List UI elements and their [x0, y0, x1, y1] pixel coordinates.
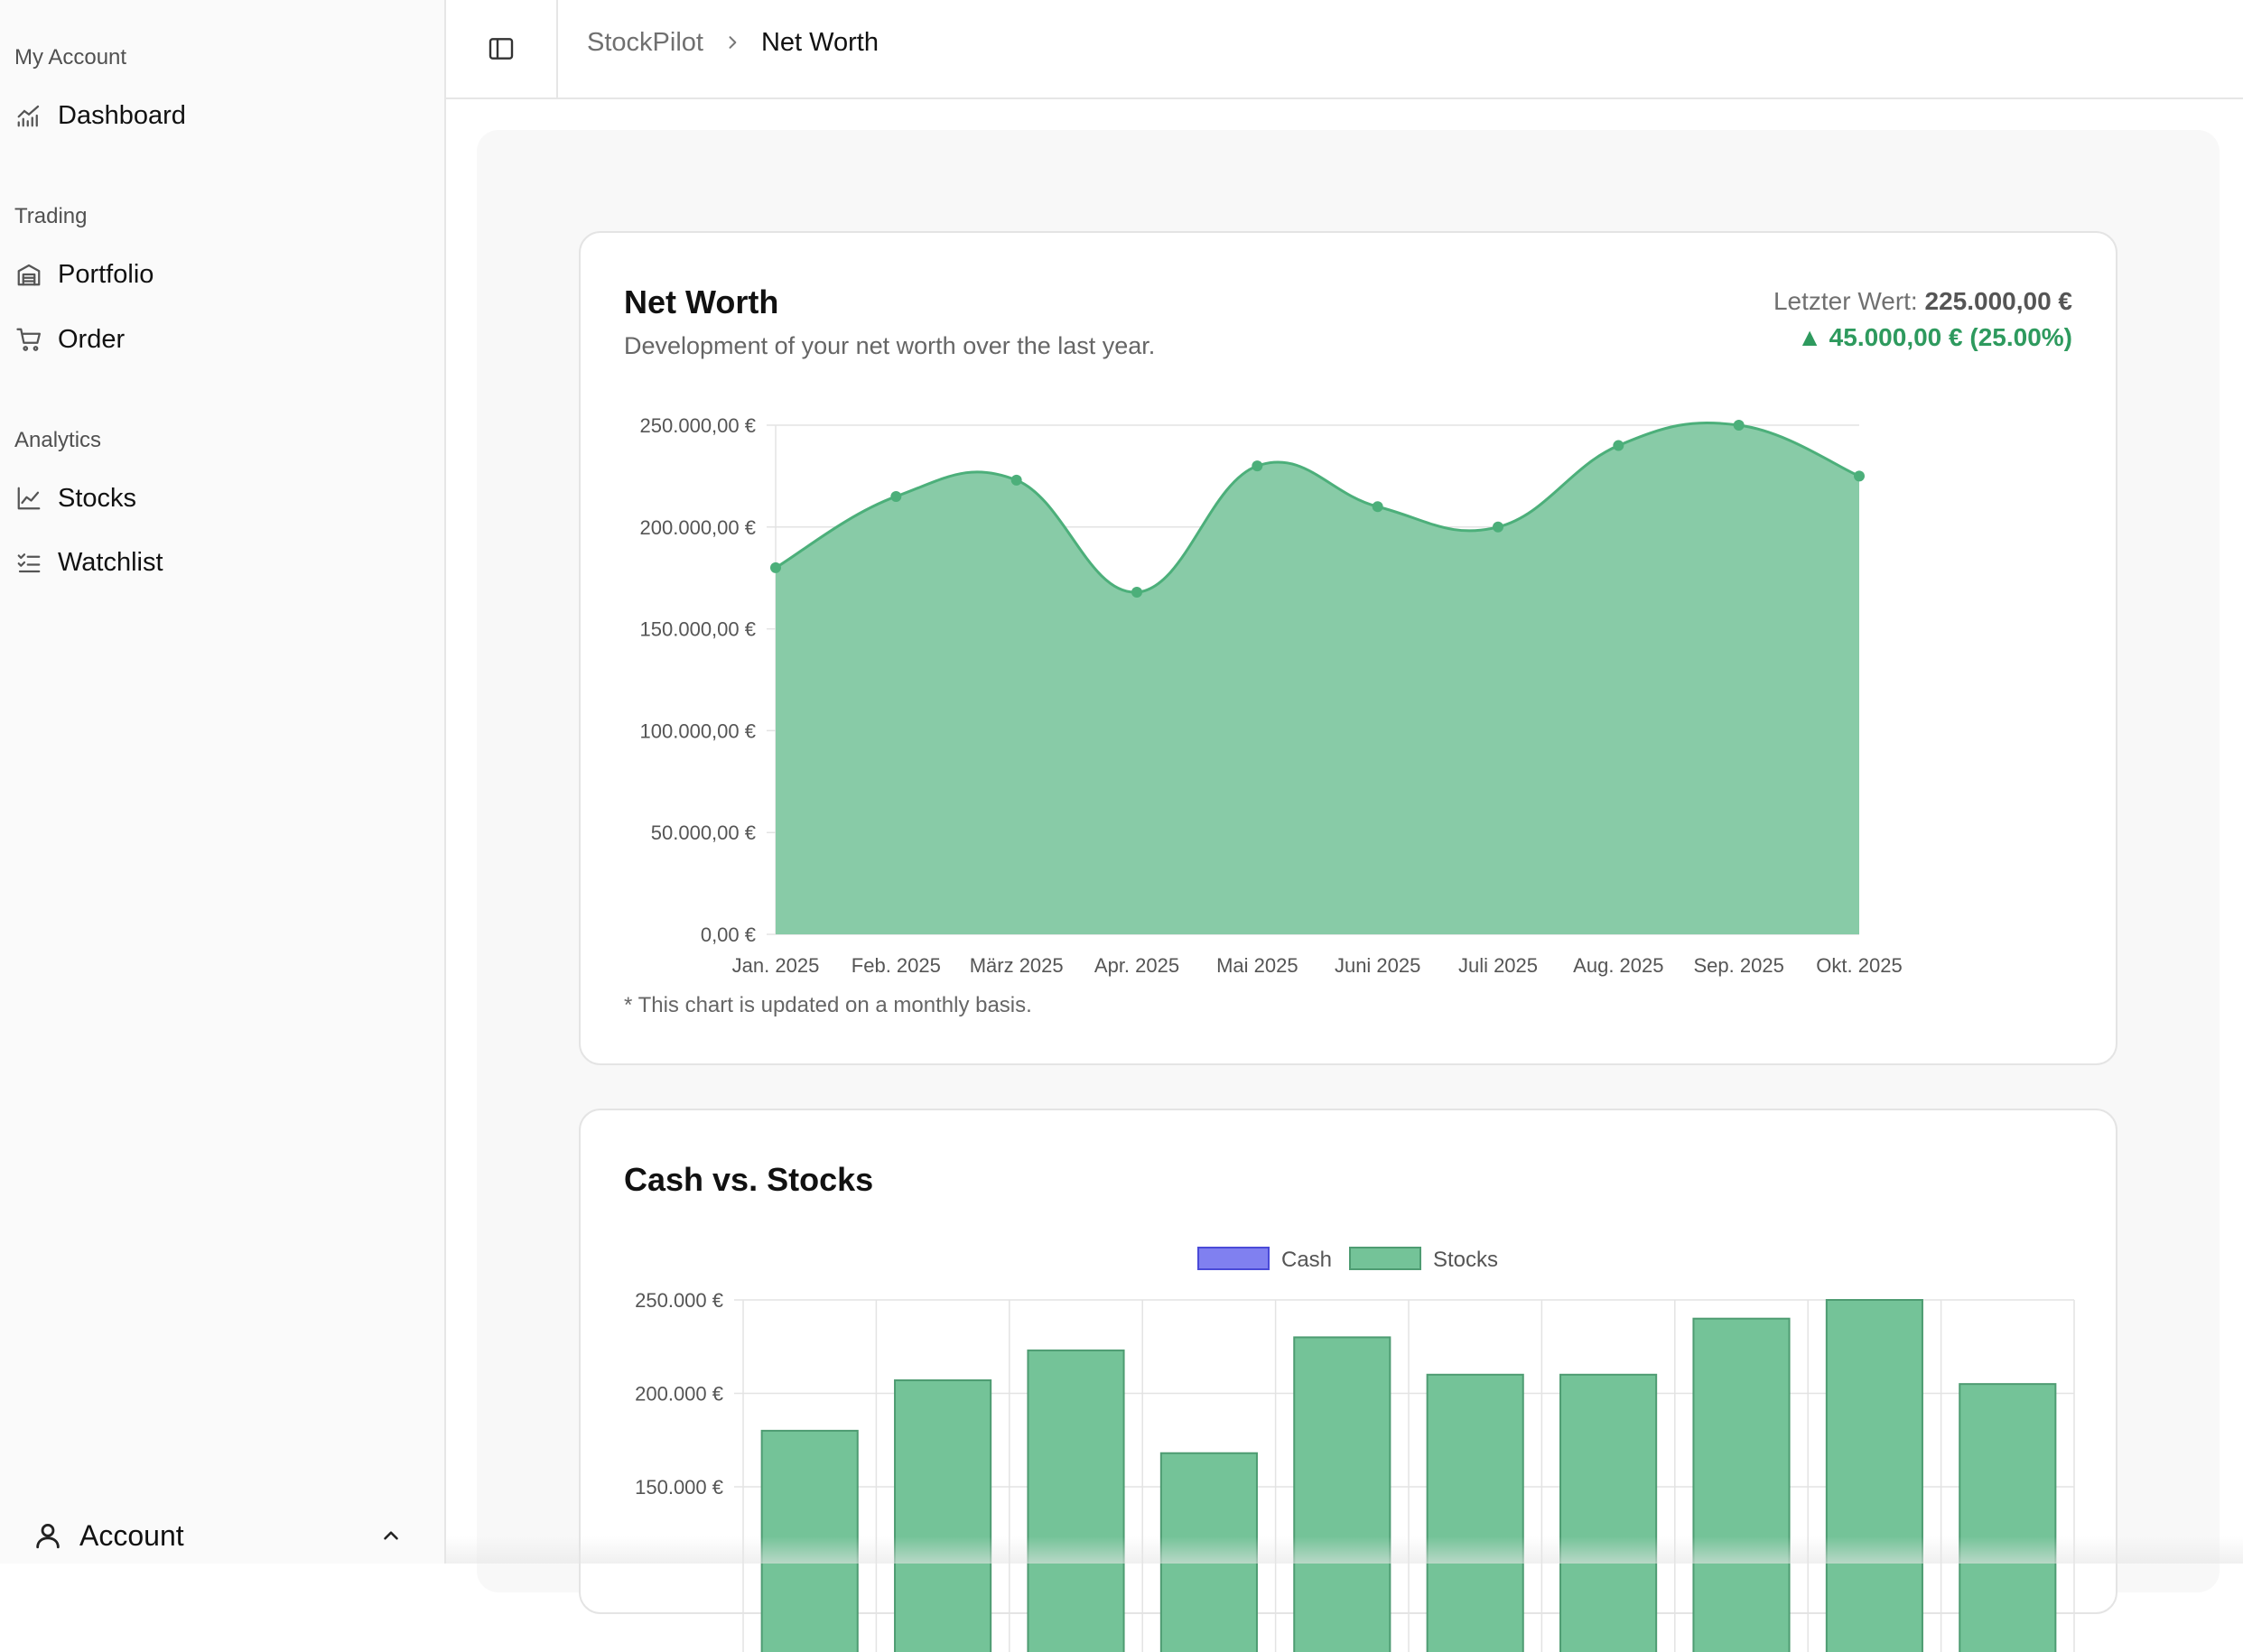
- bar-stocks: [1426, 1373, 1524, 1652]
- top-header: StockPilot Net Worth: [446, 0, 2243, 99]
- account-menu-button[interactable]: Account: [33, 1513, 403, 1558]
- last-value: Letzter Wert: 225.000,00 €: [1773, 287, 2072, 316]
- sidebar-item-label: Dashboard: [58, 100, 186, 130]
- x-tick-label: Mai 2025: [1216, 954, 1298, 977]
- data-point: [1372, 501, 1383, 513]
- x-tick-label: März 2025: [970, 954, 1064, 977]
- data-point: [890, 490, 902, 502]
- cash-vs-stocks-bar-chart: Cash Stocks 150.000 € 200.000 € 250.000 €: [635, 1247, 2075, 1652]
- data-point: [1252, 460, 1263, 472]
- delta-change: ▲ 45.000,00 € (25.00%): [1797, 323, 2072, 351]
- y-tick-label: 250.000,00 €: [640, 414, 756, 437]
- y-tick-label: 250.000 €: [635, 1289, 723, 1312]
- x-tick-label: Apr. 2025: [1094, 954, 1179, 977]
- y-tick-label: 0,00 €: [701, 923, 756, 946]
- sidebar-item-watchlist[interactable]: Watchlist: [14, 540, 430, 585]
- last-value-label: Letzter Wert:: [1773, 287, 1918, 315]
- breadcrumb-root-link[interactable]: StockPilot: [587, 27, 703, 57]
- sidebar-item-portfolio[interactable]: Portfolio: [14, 252, 430, 297]
- chevron-right-icon: [723, 33, 741, 51]
- card-description: Development of your net worth over the l…: [624, 332, 1156, 359]
- data-point: [1613, 440, 1624, 451]
- bar-stocks: [1159, 1452, 1258, 1652]
- data-point: [1010, 474, 1022, 486]
- sidebar-group-label-my-account: My Account: [14, 45, 127, 70]
- card-title: Net Worth: [624, 283, 779, 320]
- account-label: Account: [79, 1518, 184, 1552]
- data-point: [1854, 470, 1865, 482]
- y-tick-label: 200.000 €: [635, 1383, 723, 1406]
- breadcrumb-current: Net Worth: [760, 27, 879, 57]
- y-tick-label: 100.000,00 €: [640, 719, 756, 742]
- data-point: [1493, 521, 1503, 533]
- sidebar-item-label: Portfolio: [58, 259, 154, 289]
- x-tick-label: Juni 2025: [1335, 954, 1420, 977]
- chevron-up-icon: [379, 1524, 403, 1547]
- sidebar-toggle-icon: [487, 34, 516, 63]
- bar-stocks: [1692, 1317, 1791, 1652]
- legend-label-cash: Cash: [1281, 1248, 1332, 1272]
- bar-stocks: [894, 1379, 992, 1652]
- data-point: [770, 561, 781, 573]
- net-worth-area-chart: 0,00 € 50.000,00 € 100.000,00 € 150.000,00 …: [640, 414, 1903, 977]
- user-icon: [33, 1520, 63, 1551]
- cash-vs-stocks-card: Cash vs. Stocks Cash Stocks 150.000 € 200.0…: [579, 1109, 2117, 1652]
- legend-label-stocks: Stocks: [1433, 1248, 1498, 1272]
- y-tick-label: 150.000,00 €: [640, 618, 756, 641]
- cart-icon: [14, 325, 43, 354]
- area-fill: [776, 422, 1859, 934]
- sidebar: My Account Dashboard Trading Portfolio O…: [0, 0, 446, 1564]
- net-worth-card: Net Worth Development of your net worth …: [579, 231, 2117, 1065]
- sidebar-group-label-analytics: Analytics: [14, 428, 102, 452]
- x-tick-label: Juli 2025: [1458, 954, 1538, 977]
- checklist-icon: [14, 548, 43, 577]
- x-tick-label: Okt. 2025: [1816, 954, 1902, 977]
- portfolio-icon: [14, 260, 43, 289]
- data-point: [1131, 586, 1142, 598]
- sidebar-item-order[interactable]: Order: [14, 317, 430, 362]
- sidebar-item-label: Order: [58, 324, 126, 354]
- chart-footnote: * This chart is updated on a monthly bas…: [624, 993, 1032, 1017]
- bar-stocks: [1293, 1336, 1391, 1652]
- line-chart-icon: [14, 484, 43, 513]
- x-tick-label: Sep. 2025: [1694, 954, 1784, 977]
- bar-stocks: [760, 1429, 859, 1652]
- breadcrumb: StockPilot Net Worth: [587, 0, 879, 85]
- data-point: [1733, 420, 1745, 431]
- dashboard-chart-icon: [14, 101, 43, 130]
- x-tick-label: Aug. 2025: [1573, 954, 1663, 977]
- x-tick-label: Jan. 2025: [732, 954, 820, 977]
- bar-stocks: [1959, 1383, 2057, 1652]
- series-line: [775, 421, 1860, 594]
- legend-swatch-cash: [1197, 1247, 1270, 1270]
- legend-swatch-stocks: [1349, 1247, 1421, 1270]
- y-tick-label: 150.000 €: [635, 1476, 723, 1499]
- sidebar-group-label-trading: Trading: [14, 204, 88, 228]
- sidebar-toggle-button[interactable]: [446, 0, 558, 97]
- y-tick-label: 200.000,00 €: [640, 516, 756, 539]
- bar-stocks: [1027, 1349, 1125, 1652]
- sidebar-item-label: Stocks: [58, 483, 137, 513]
- card-title: Cash vs. Stocks: [624, 1161, 874, 1198]
- bar-stocks: [1825, 1299, 1923, 1652]
- y-tick-label: 50.000,00 €: [651, 821, 756, 844]
- last-value-amount: 225.000,00 €: [1924, 287, 2073, 315]
- x-tick-label: Feb. 2025: [852, 954, 941, 977]
- sidebar-item-dashboard[interactable]: Dashboard: [14, 93, 430, 138]
- sidebar-item-stocks[interactable]: Stocks: [14, 476, 430, 521]
- bar-stocks: [1559, 1373, 1658, 1652]
- sidebar-item-label: Watchlist: [58, 547, 163, 577]
